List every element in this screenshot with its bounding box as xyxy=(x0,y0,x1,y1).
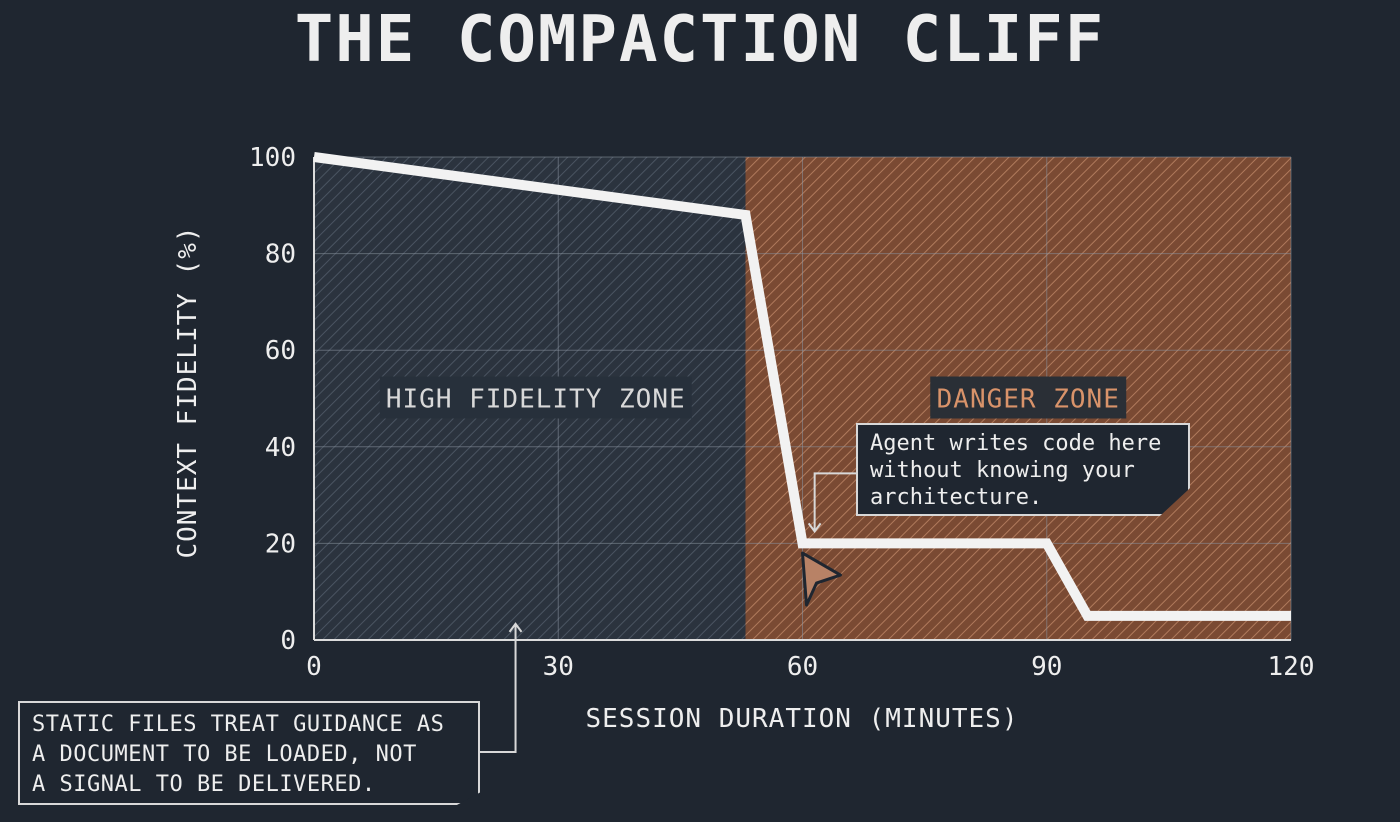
y-tick-label: 0 xyxy=(280,626,296,656)
x-axis-label: SESSION DURATION (MINUTES) xyxy=(586,704,1019,734)
danger-zone-label: DANGER ZONE xyxy=(937,385,1120,415)
y-axis-label: CONTEXT FIDELITY (%) xyxy=(173,225,203,558)
y-tick-label: 80 xyxy=(265,240,296,270)
y-tick-label: 100 xyxy=(249,143,296,173)
agent-callout-arrowhead xyxy=(807,522,822,534)
danger-zone-label-bg xyxy=(930,376,1127,419)
static-callout-arrowhead xyxy=(508,622,523,633)
x-tick-label: 60 xyxy=(787,652,818,682)
high-zone-label-bg xyxy=(379,376,692,419)
x-tick-label: 0 xyxy=(306,652,322,682)
x-tick-label: 30 xyxy=(543,652,574,682)
y-tick-label: 20 xyxy=(265,529,296,559)
high-zone-label: HIGH FIDELITY ZONE xyxy=(386,385,686,415)
callout-agent-note: Agent writes code here without knowing y… xyxy=(856,423,1190,516)
callout-static-files: STATIC FILES TREAT GUIDANCE AS A DOCUMEN… xyxy=(18,701,480,805)
x-tick-label: 90 xyxy=(1031,652,1062,682)
agent-callout-leader xyxy=(813,472,856,532)
chart-title: THE COMPACTION CLIFF xyxy=(294,3,1106,77)
static-callout-leader xyxy=(480,623,517,753)
fidelity-line xyxy=(313,152,1291,621)
mouse-cursor-icon xyxy=(801,551,842,607)
x-tick-label: 120 xyxy=(1268,652,1315,682)
y-tick-label: 60 xyxy=(265,336,296,366)
y-tick-label: 40 xyxy=(265,433,296,463)
